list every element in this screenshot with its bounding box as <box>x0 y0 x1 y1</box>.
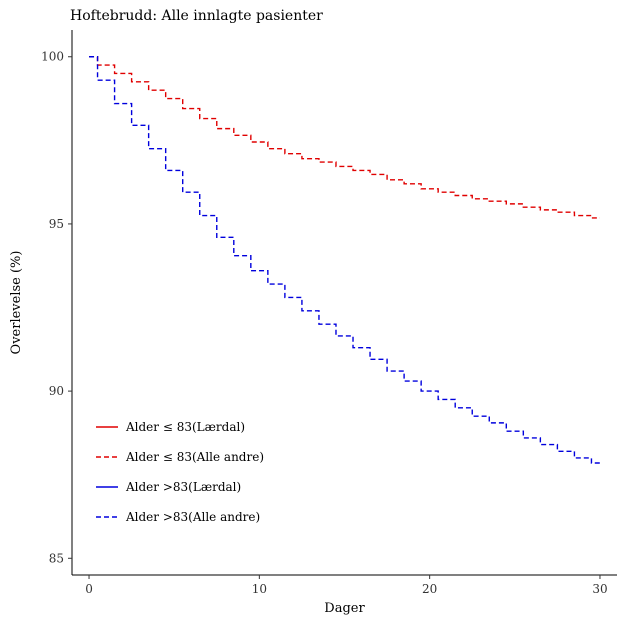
y-tick-label: 95 <box>49 217 64 231</box>
legend-label: Alder ≤ 83(Lærdal) <box>125 420 245 434</box>
x-tick-label: 30 <box>592 582 607 596</box>
y-tick-label: 90 <box>49 384 64 398</box>
y-tick-label: 85 <box>49 551 64 565</box>
x-tick-label: 20 <box>422 582 437 596</box>
y-axis-title: Overlevelse (%) <box>9 251 24 355</box>
legend-label: Alder >83(Lærdal) <box>125 480 241 494</box>
x-axis-title: Dager <box>324 601 365 616</box>
y-tick-label: 100 <box>41 50 64 64</box>
series-line <box>89 56 600 464</box>
series-line <box>89 56 600 219</box>
y-ticks: 85 90 95 100 <box>41 50 72 565</box>
x-tick-label: 0 <box>85 582 93 596</box>
series-group <box>89 56 600 464</box>
legend: Alder ≤ 83(Lærdal) Alder ≤ 83(Alle andre)… <box>96 420 264 524</box>
legend-label: Alder ≤ 83(Alle andre) <box>125 450 264 464</box>
chart-title: Hoftebrudd: Alle innlagte pasienter <box>70 8 323 24</box>
x-ticks: 0 10 20 30 <box>85 575 608 596</box>
x-tick-label: 10 <box>252 582 267 596</box>
legend-label: Alder >83(Alle andre) <box>125 510 260 524</box>
